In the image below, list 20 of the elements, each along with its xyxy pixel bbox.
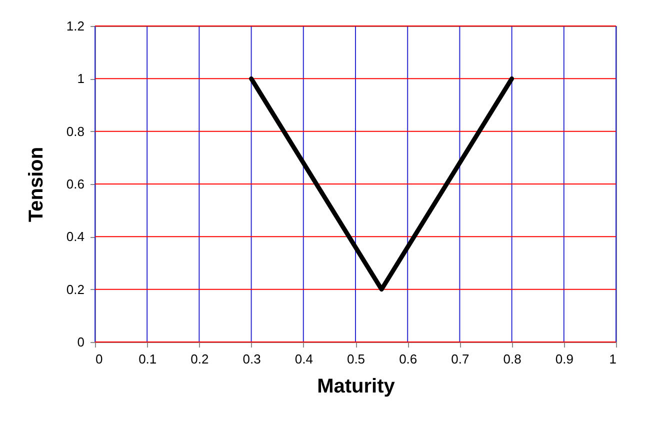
x-axis-title: Maturity [317,376,396,398]
y-tick-label: 0.4 [66,229,84,244]
x-tick-label: 0.6 [399,352,418,366]
y-tick-label: 0.2 [66,282,84,297]
y-tick-label: 0.6 [66,176,84,192]
x-tick-label: 0.1 [138,352,157,366]
x-tick-label: 0.7 [451,352,470,366]
y-tick-label: 1.2 [66,18,84,34]
x-tick-label: 0.4 [294,352,313,366]
y-tick-label: 0.8 [66,124,84,139]
x-tick-label: 0.3 [242,352,261,366]
y-tick-label: 0 [77,334,84,350]
x-tick-label: 0.2 [190,352,209,366]
x-tick-label: 0 [96,352,103,366]
y-tick-label: 1 [77,71,84,86]
y-axis-title: Tension [25,146,48,222]
x-tick-label: 1 [609,352,616,366]
x-tick-label: 0.5 [346,352,366,366]
x-tick-label: 0.8 [503,352,522,366]
x-tick-label: 0.9 [555,352,574,366]
